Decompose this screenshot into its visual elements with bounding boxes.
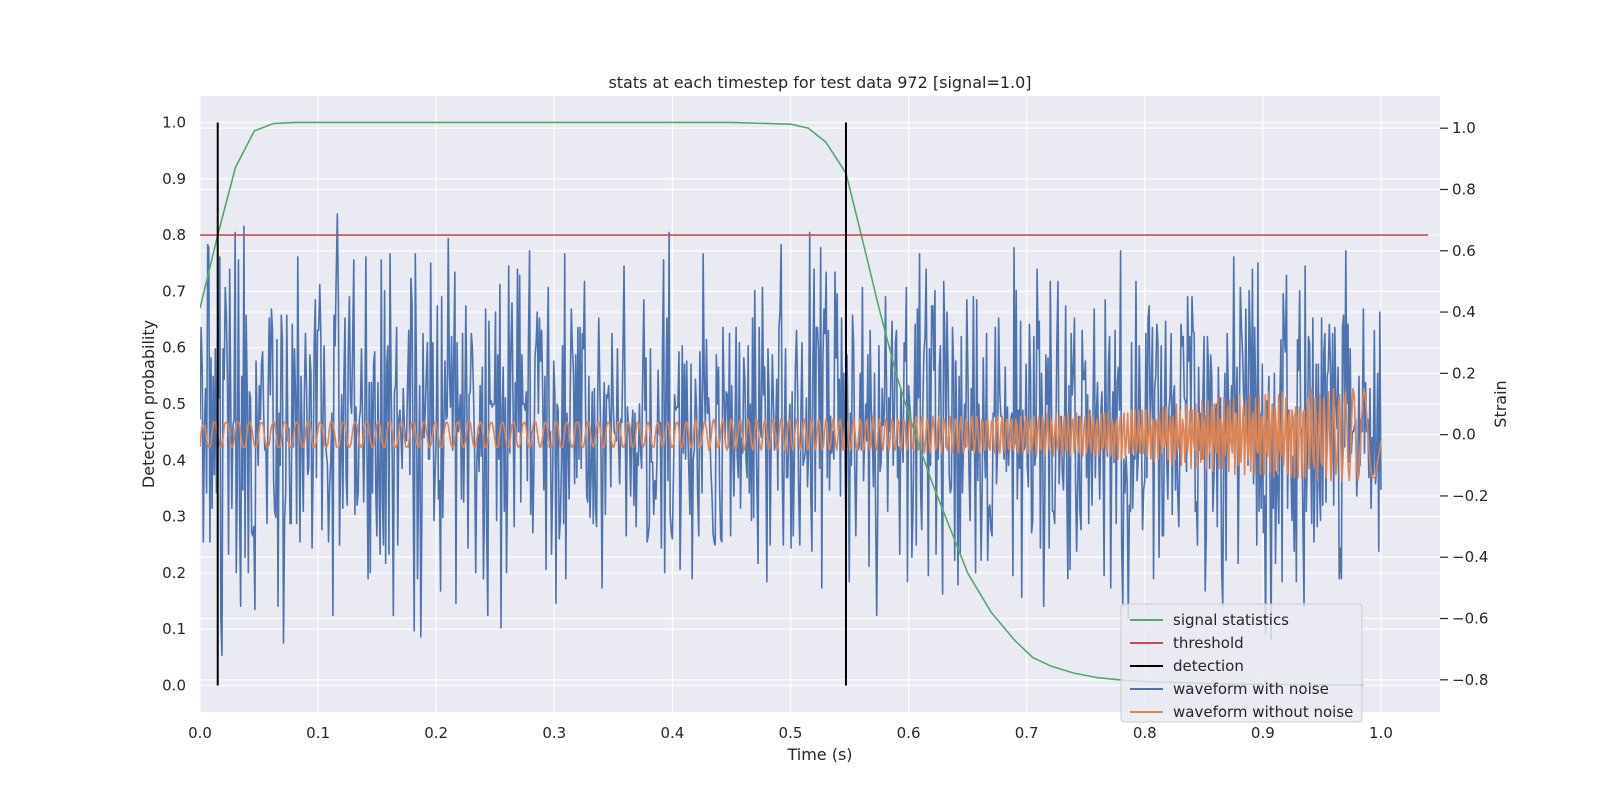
y-left-tick-label: 0.1 (162, 620, 186, 638)
y-left-tick-label: 0.5 (162, 395, 186, 413)
x-tick-label: 0.4 (660, 724, 684, 742)
legend-label: threshold (1173, 634, 1244, 652)
legend-box (1120, 603, 1363, 723)
legend-label: waveform without noise (1173, 703, 1353, 721)
y-left-tick-label: 0.4 (162, 451, 186, 469)
legend: signal statistics threshold detection wavef… (1120, 603, 1363, 723)
x-axis-label: Time (s) (786, 745, 852, 764)
x-tick-label: 0.8 (1133, 724, 1157, 742)
x-tick-label: 0.5 (779, 724, 803, 742)
x-tick-label: 0.6 (897, 724, 921, 742)
x-tick-label: 0.0 (188, 724, 212, 742)
y-right-tick-label: −0.2 (1452, 487, 1488, 505)
y-left-tick-label: 1.0 (162, 113, 186, 131)
chart-title: stats at each timestep for test data 972… (608, 73, 1031, 92)
x-tick-label: 0.7 (1015, 724, 1039, 742)
y-axis-right-label: Strain (1491, 380, 1510, 427)
y-left-tick-label: 0.2 (162, 564, 186, 582)
y-right-tick-label: −0.8 (1452, 671, 1488, 689)
left-axis-ticks: 0.0 0.1 0.2 0.3 0.4 0.5 0.6 0.7 0.8 0.9 1.0 (162, 113, 186, 694)
x-tick-label: 0.1 (306, 724, 330, 742)
y-left-tick-label: 0.7 (162, 282, 186, 300)
x-tick-label: 0.2 (424, 724, 448, 742)
waveform-with-noise-line (200, 213, 1382, 657)
y-axis-left-label: Detection probability (139, 320, 158, 488)
x-tick-label: 0.9 (1251, 724, 1275, 742)
y-left-tick-label: 0.3 (162, 508, 186, 526)
legend-label: detection (1173, 657, 1244, 675)
x-tick-label: 1.0 (1369, 724, 1393, 742)
waveform-without-noise-line (200, 387, 1382, 482)
legend-label: signal statistics (1173, 611, 1289, 629)
x-tick-label: 0.3 (542, 724, 566, 742)
y-left-tick-label: 0.9 (162, 170, 186, 188)
y-left-tick-label: 0.0 (162, 677, 186, 695)
right-axis-ticks: −0.8 −0.6 −0.4 −0.2 0.0 0.2 0.4 0.6 0.8 1.0 (1440, 119, 1488, 689)
y-right-tick-label: 0.2 (1452, 364, 1476, 382)
signal-statistics-line (200, 121, 1364, 686)
y-right-tick-label: 1.0 (1452, 119, 1476, 137)
y-right-tick-label: 0.6 (1452, 242, 1476, 260)
y-left-tick-label: 0.6 (162, 339, 186, 357)
y-left-tick-label: 0.8 (162, 226, 186, 244)
series-layer (200, 121, 1429, 686)
y-right-tick-label: −0.6 (1452, 610, 1488, 628)
y-right-tick-label: 0.0 (1452, 426, 1476, 444)
legend-label: waveform with noise (1173, 680, 1329, 698)
y-right-tick-label: −0.4 (1452, 548, 1488, 566)
y-right-tick-label: 0.8 (1452, 180, 1476, 198)
y-right-tick-label: 0.4 (1452, 303, 1476, 321)
x-axis-ticks: 0.0 0.1 0.2 0.3 0.4 0.5 0.6 0.7 0.8 0.9 1.0 (188, 724, 1393, 742)
